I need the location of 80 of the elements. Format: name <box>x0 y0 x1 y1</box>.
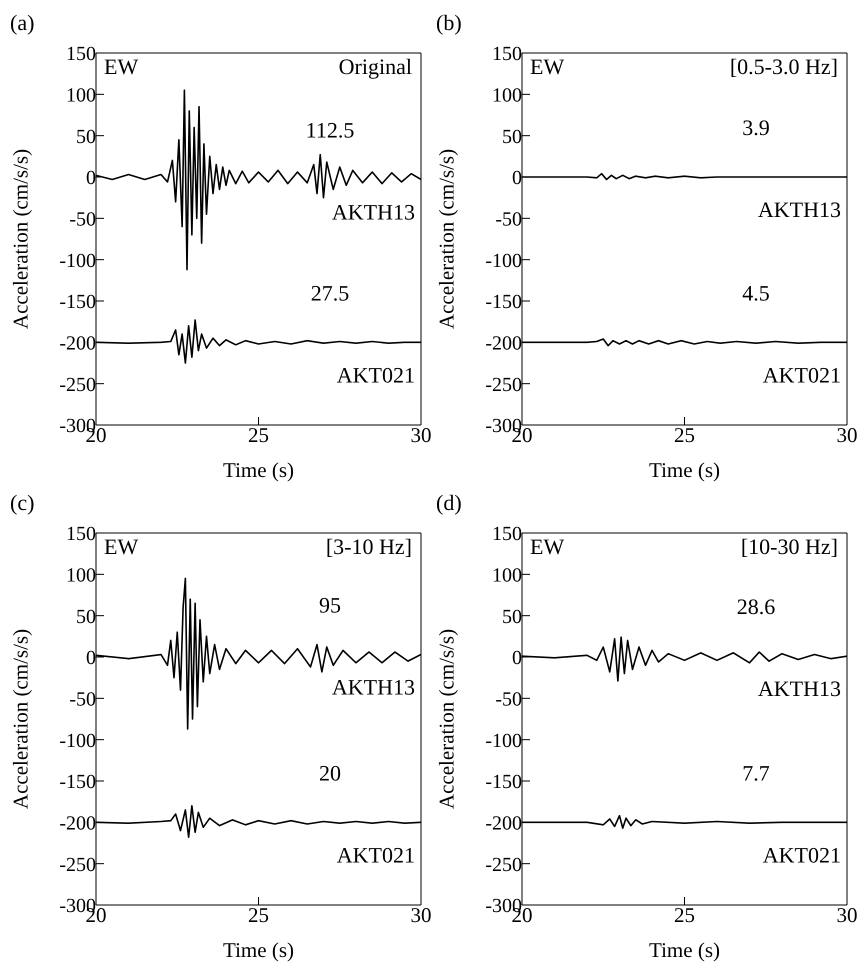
series-label: AKT021 <box>762 842 841 868</box>
chart-title: (d) <box>435 489 463 517</box>
y-axis-title: Acceleration (cm/s/s) <box>434 628 458 810</box>
y-tick-label: -250 <box>59 374 96 396</box>
y-axis-title: Acceleration (cm/s/s) <box>434 148 458 330</box>
y-tick-label: -200 <box>485 812 522 834</box>
y-tick-label: -200 <box>485 332 522 354</box>
y-tick-label: -100 <box>485 730 522 752</box>
annotation: 3.9 <box>742 115 770 140</box>
y-tick-label: 150 <box>492 523 522 546</box>
y-tick-label: 150 <box>66 43 96 66</box>
y-tick-label: -150 <box>59 291 96 314</box>
annotation: 27.5 <box>310 280 350 306</box>
y-tick-label: -50 <box>69 688 96 710</box>
x-tick-label: 30 <box>410 422 432 447</box>
y-tick-label: 50 <box>502 126 522 148</box>
series-label: AKTH13 <box>332 199 415 224</box>
series-label: AKTH13 <box>758 197 841 222</box>
series-label: AKTH13 <box>758 676 841 702</box>
annotation: EW <box>104 54 138 80</box>
annotation: 4.5 <box>742 280 770 306</box>
x-axis-title: Time (s) <box>649 938 720 962</box>
annotation: 20 <box>319 760 341 786</box>
chart-title: (b) <box>435 9 463 37</box>
y-tick-label: 50 <box>76 606 96 628</box>
annotation: [0.5-3.0 Hz] <box>730 54 838 80</box>
y-tick-label: 150 <box>492 43 522 66</box>
x-axis-title: Time (s) <box>223 938 294 962</box>
y-tick-label: -50 <box>69 208 96 230</box>
y-tick-label: -250 <box>485 374 522 396</box>
annotation: [3-10 Hz] <box>326 534 412 560</box>
series-label: AKT021 <box>336 362 415 388</box>
y-tick-label: 0 <box>86 647 96 670</box>
annotation: EW <box>530 54 564 80</box>
y-tick-label: 150 <box>66 523 96 546</box>
series-label: AKT021 <box>762 362 841 388</box>
y-tick-label: -100 <box>59 250 96 272</box>
x-axis-title: Time (s) <box>223 458 294 482</box>
y-tick-label: 100 <box>492 564 522 586</box>
y-axis-title: Acceleration (cm/s/s) <box>8 628 32 810</box>
x-tick-label: 30 <box>410 902 432 927</box>
y-tick-label: -50 <box>495 208 522 230</box>
x-axis-title: Time (s) <box>649 458 720 482</box>
annotation: 95 <box>319 592 341 618</box>
y-axis-title: Acceleration (cm/s/s) <box>8 148 32 330</box>
x-tick-label: 25 <box>674 422 695 447</box>
annotation: [10-30 Hz] <box>740 534 838 560</box>
y-tick-label: -150 <box>59 771 96 794</box>
y-tick-label: -250 <box>59 854 96 876</box>
y-tick-label: 100 <box>492 84 522 106</box>
annotation: 112.5 <box>306 117 354 142</box>
y-tick-label: 50 <box>502 606 522 628</box>
chart-title: (c) <box>9 489 36 517</box>
y-tick-label: 0 <box>512 167 522 190</box>
annotation: 7.7 <box>742 760 770 786</box>
y-tick-label: -250 <box>485 854 522 876</box>
x-tick-label: 30 <box>836 902 858 927</box>
chart-title: (a) <box>9 9 36 37</box>
x-tick-label: 25 <box>674 902 695 927</box>
annotation: 28.6 <box>736 594 776 620</box>
y-tick-label: -200 <box>59 332 96 354</box>
series-label: AKTH13 <box>332 674 415 700</box>
annotation: EW <box>104 534 138 560</box>
y-tick-label: -150 <box>485 771 522 794</box>
y-tick-label: 50 <box>76 126 96 148</box>
y-tick-label: 0 <box>86 167 96 190</box>
y-tick-label: 0 <box>512 647 522 670</box>
annotation: Original <box>338 54 412 80</box>
annotation: EW <box>530 534 564 560</box>
y-tick-label: -200 <box>59 812 96 834</box>
x-tick-label: 25 <box>248 902 269 927</box>
x-tick-label: 25 <box>248 422 269 447</box>
series-label: AKT021 <box>336 842 415 868</box>
y-tick-label: 100 <box>66 84 96 106</box>
y-tick-label: 100 <box>66 564 96 586</box>
y-tick-label: -100 <box>485 250 522 272</box>
x-tick-label: 30 <box>836 422 858 447</box>
y-tick-label: -150 <box>485 291 522 314</box>
y-tick-label: -100 <box>59 730 96 752</box>
y-tick-label: -50 <box>495 688 522 710</box>
